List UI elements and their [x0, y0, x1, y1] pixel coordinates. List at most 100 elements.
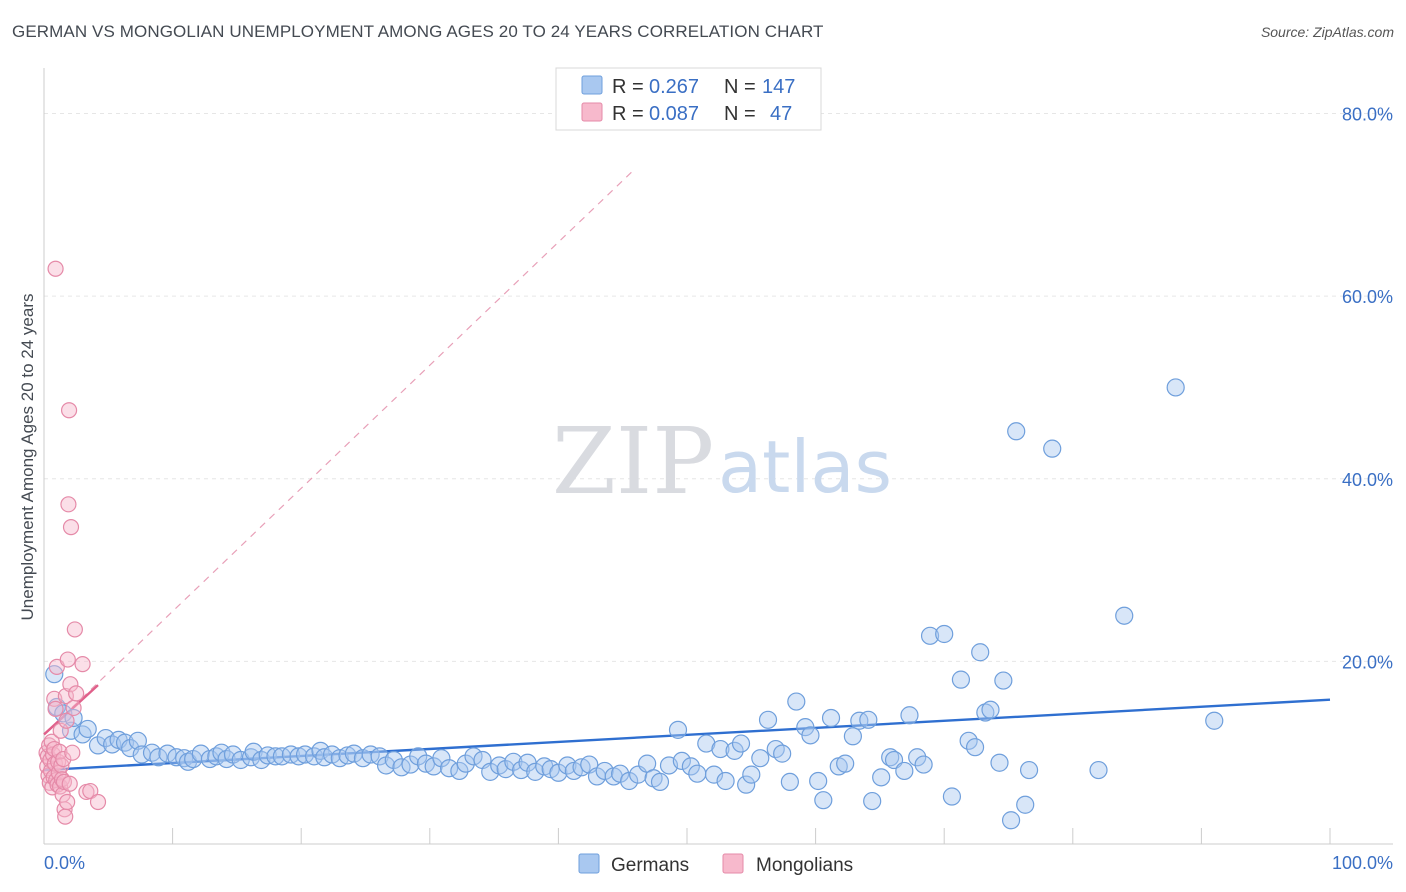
point-germans-133 [1007, 422, 1026, 441]
point-germans-137 [1089, 760, 1108, 780]
point-germans-83 [650, 772, 670, 792]
point-germans-117 [895, 761, 914, 781]
point-germans-56 [439, 759, 459, 778]
point-germans-95 [737, 775, 756, 794]
point-germans-33 [266, 747, 285, 766]
x-tick-label-min: 0.0% [44, 853, 85, 873]
point-mongolians-15 [47, 700, 64, 717]
source-label: Source: ZipAtlas.com [1260, 24, 1394, 40]
point-germans-101 [780, 772, 799, 792]
point-germans-138 [1115, 606, 1134, 625]
point-mongolians-35 [60, 496, 77, 513]
point-mongolians-27 [55, 750, 72, 768]
y-tick-label-2: 60.0% [1342, 287, 1393, 307]
point-germans-17 [158, 744, 177, 763]
point-germans-90 [704, 765, 724, 784]
point-germans-28 [231, 750, 250, 770]
trend-extension-mongolians [43, 167, 636, 735]
point-germans-79 [620, 771, 639, 791]
point-germans-132 [1001, 811, 1021, 830]
point-germans-52 [409, 747, 428, 766]
legend-r-label-mongolians: R = [612, 103, 644, 125]
watermark-atlas: atlas [718, 425, 892, 509]
point-germans-136 [1043, 439, 1062, 458]
point-germans-43 [338, 746, 357, 765]
point-germans-6 [78, 719, 97, 739]
point-mongolians-32 [58, 712, 75, 729]
point-germans-107 [821, 708, 841, 728]
point-germans-85 [668, 720, 688, 739]
legend-bottom-label-germans: Germans [611, 855, 689, 876]
point-germans-140 [1205, 711, 1224, 730]
point-germans-63 [496, 760, 515, 779]
point-germans-114 [872, 768, 891, 787]
point-germans-5 [73, 725, 92, 744]
point-mongolians-30 [57, 808, 74, 825]
point-mongolians-43 [68, 685, 85, 702]
point-mongolians-46 [82, 782, 99, 800]
point-germans-47 [370, 747, 389, 766]
point-germans-106 [814, 791, 833, 810]
legend-n-label-germans: N = [724, 76, 756, 98]
point-germans-89 [697, 734, 716, 753]
legend-swatch-germans [581, 75, 603, 95]
point-germans-110 [843, 727, 862, 746]
point-germans-119 [908, 748, 927, 767]
legend-n-value-mongolians: 47 [770, 103, 792, 125]
point-germans-46 [361, 745, 380, 764]
point-germans-126 [965, 738, 985, 757]
point-mongolians-48 [47, 260, 64, 277]
point-germans-13 [128, 731, 147, 750]
point-germans-113 [863, 791, 882, 811]
point-germans-97 [751, 749, 770, 768]
point-mongolians-42 [66, 621, 83, 638]
point-germans-124 [951, 670, 971, 689]
point-germans-139 [1166, 378, 1185, 397]
point-germans-59 [464, 747, 483, 766]
point-germans-122 [935, 624, 954, 644]
point-germans-16 [149, 748, 168, 767]
gridlines [44, 113, 1393, 662]
watermark-zip: ZIP [552, 408, 714, 515]
points-mongolians [38, 260, 107, 825]
legend-r-value-mongolians: 0.087 [649, 103, 699, 125]
y-tick-label-3: 80.0% [1342, 105, 1393, 125]
point-germans-36 [289, 747, 308, 766]
point-germans-112 [859, 710, 878, 729]
point-germans-98 [758, 710, 778, 729]
point-germans-118 [900, 706, 919, 725]
point-mongolians-31 [57, 687, 74, 705]
point-germans-32 [258, 746, 277, 765]
point-mongolians-34 [59, 651, 76, 668]
point-germans-105 [809, 771, 828, 791]
point-mongolians-28 [55, 773, 73, 791]
point-mongolians-21 [51, 743, 68, 760]
point-germans-93 [725, 741, 744, 760]
point-germans-123 [942, 787, 962, 806]
point-mongolians-40 [64, 744, 81, 761]
point-germans-61 [481, 762, 500, 781]
y-tick-label-0: 20.0% [1342, 652, 1393, 672]
point-germans-88 [688, 764, 707, 783]
point-mongolians-41 [65, 699, 82, 717]
point-germans-121 [920, 626, 940, 645]
point-mongolians-24 [53, 757, 70, 774]
legend-bottom-swatch-mongolians [722, 853, 744, 874]
points-germans [45, 378, 1224, 830]
legend-swatch-mongolians [581, 102, 603, 122]
legend-n-value-germans: 147 [762, 76, 795, 98]
x-tick-label-max: 100.0% [1332, 853, 1393, 873]
point-germans-130 [990, 753, 1009, 772]
point-germans-55 [432, 749, 451, 768]
point-germans-127 [971, 643, 990, 662]
point-germans-67 [526, 762, 545, 781]
legend-r-label-germans: R = [612, 76, 644, 98]
point-germans-91 [711, 739, 730, 759]
point-mongolians-37 [61, 775, 78, 792]
chart-title: GERMAN VS MONGOLIAN UNEMPLOYMENT AMONG A… [12, 22, 824, 41]
point-mongolians-36 [60, 402, 78, 419]
point-germans-94 [731, 734, 751, 753]
point-germans-86 [672, 751, 691, 771]
point-germans-128 [976, 703, 995, 722]
